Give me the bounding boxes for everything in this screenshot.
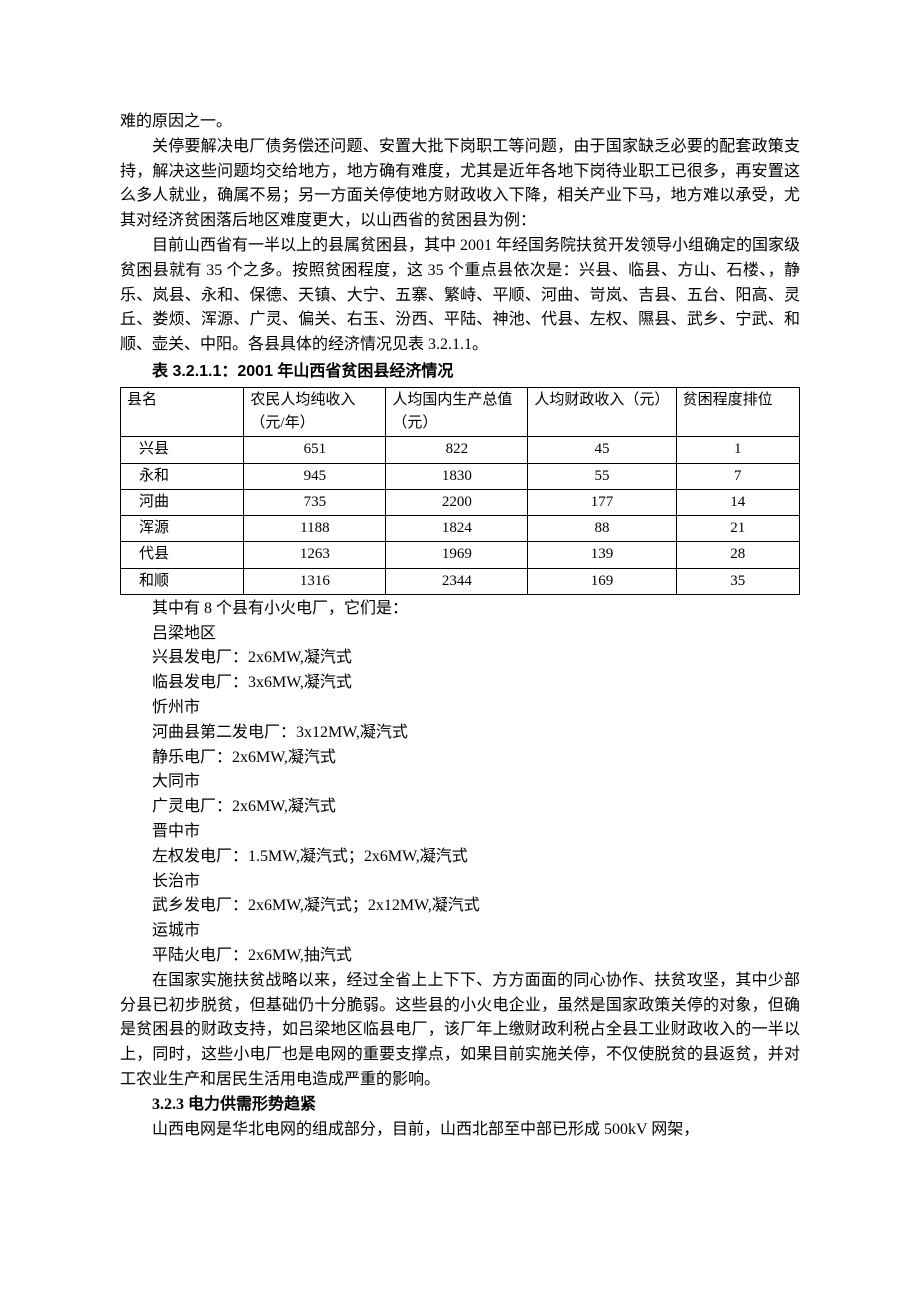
plant-intro: 其中有 8 个县有小火电厂，它们是： xyxy=(120,597,800,622)
paragraph-continuation: 难的原因之一。 xyxy=(120,110,800,135)
plant-line: 武乡发电厂：2x6MW,凝汽式；2x12MW,凝汽式 xyxy=(120,894,800,919)
table-cell: 88 xyxy=(528,516,676,542)
table-column-header: 人均财政收入（元） xyxy=(528,387,676,437)
plant-line: 兴县发电厂：2x6MW,凝汽式 xyxy=(120,646,800,671)
table-cell: 浑源 xyxy=(121,516,244,542)
table-cell: 28 xyxy=(676,542,799,568)
plant-line: 大同市 xyxy=(120,770,800,795)
table-column-header: 人均国内生产总值（元） xyxy=(386,387,528,437)
plant-line: 吕梁地区 xyxy=(120,622,800,647)
table-cell: 2344 xyxy=(386,568,528,594)
table-row: 浑源118818248821 xyxy=(121,516,800,542)
section-heading: 3.2.3 电力供需形势趋紧 xyxy=(120,1093,800,1118)
plant-line: 忻州市 xyxy=(120,696,800,721)
table-cell: 169 xyxy=(528,568,676,594)
table-header: 县名农民人均纯收入（元/年）人均国内生产总值（元）人均财政收入（元）贫困程度排位 xyxy=(121,387,800,437)
table-cell: 代县 xyxy=(121,542,244,568)
economy-table: 县名农民人均纯收入（元/年）人均国内生产总值（元）人均财政收入（元）贫困程度排位… xyxy=(120,387,800,595)
paragraph: 目前山西省有一半以上的县属贫困县，其中 2001 年经国务院扶贫开发领导小组确定… xyxy=(120,234,800,358)
table-cell: 7 xyxy=(676,463,799,489)
table-cell: 1188 xyxy=(244,516,386,542)
table-cell: 1824 xyxy=(386,516,528,542)
table-cell: 2200 xyxy=(386,489,528,515)
plant-list: 吕梁地区兴县发电厂：2x6MW,凝汽式临县发电厂：3x6MW,凝汽式忻州市河曲县… xyxy=(120,622,800,969)
table-cell: 1830 xyxy=(386,463,528,489)
plant-line: 长治市 xyxy=(120,870,800,895)
table-column-header: 县名 xyxy=(121,387,244,437)
plant-line: 静乐电厂：2x6MW,凝汽式 xyxy=(120,746,800,771)
table-cell: 45 xyxy=(528,437,676,463)
plant-line: 河曲县第二发电厂：3x12MW,凝汽式 xyxy=(120,721,800,746)
plant-line: 平陆火电厂：2x6MW,抽汽式 xyxy=(120,944,800,969)
table-caption: 表 3.2.1.1：2001 年山西省贫困县经济情况 xyxy=(120,360,800,385)
table-cell: 55 xyxy=(528,463,676,489)
table-cell: 1 xyxy=(676,437,799,463)
table-cell: 945 xyxy=(244,463,386,489)
table-cell: 1263 xyxy=(244,542,386,568)
plant-line: 广灵电厂：2x6MW,凝汽式 xyxy=(120,795,800,820)
table-cell: 和顺 xyxy=(121,568,244,594)
table-cell: 永和 xyxy=(121,463,244,489)
paragraph: 关停要解决电厂债务偿还问题、安置大批下岗职工等问题，由于国家缺乏必要的配套政策支… xyxy=(120,135,800,234)
table-cell: 139 xyxy=(528,542,676,568)
table-cell: 35 xyxy=(676,568,799,594)
plant-line: 运城市 xyxy=(120,919,800,944)
table-row: 河曲735220017714 xyxy=(121,489,800,515)
table-column-header: 贫困程度排位 xyxy=(676,387,799,437)
table-cell: 兴县 xyxy=(121,437,244,463)
table-row: 永和9451830557 xyxy=(121,463,800,489)
paragraph: 在国家实施扶贫战略以来，经过全省上上下下、方方面面的同心协作、扶贫攻坚，其中少部… xyxy=(120,969,800,1093)
table-cell: 21 xyxy=(676,516,799,542)
table-cell: 河曲 xyxy=(121,489,244,515)
plant-line: 晋中市 xyxy=(120,820,800,845)
paragraph: 山西电网是华北电网的组成部分，目前，山西北部至中部已形成 500kV 网架， xyxy=(120,1118,800,1143)
table-cell: 1316 xyxy=(244,568,386,594)
table-row: 兴县651822451 xyxy=(121,437,800,463)
plant-line: 临县发电厂：3x6MW,凝汽式 xyxy=(120,671,800,696)
table-cell: 735 xyxy=(244,489,386,515)
table-cell: 822 xyxy=(386,437,528,463)
table-column-header: 农民人均纯收入（元/年） xyxy=(244,387,386,437)
table-cell: 1969 xyxy=(386,542,528,568)
table-cell: 651 xyxy=(244,437,386,463)
table-cell: 14 xyxy=(676,489,799,515)
table-cell: 177 xyxy=(528,489,676,515)
table-row: 和顺1316234416935 xyxy=(121,568,800,594)
plant-line: 左权发电厂：1.5MW,凝汽式；2x6MW,凝汽式 xyxy=(120,845,800,870)
table-body: 兴县651822451永和9451830557河曲735220017714浑源1… xyxy=(121,437,800,595)
table-row: 代县1263196913928 xyxy=(121,542,800,568)
